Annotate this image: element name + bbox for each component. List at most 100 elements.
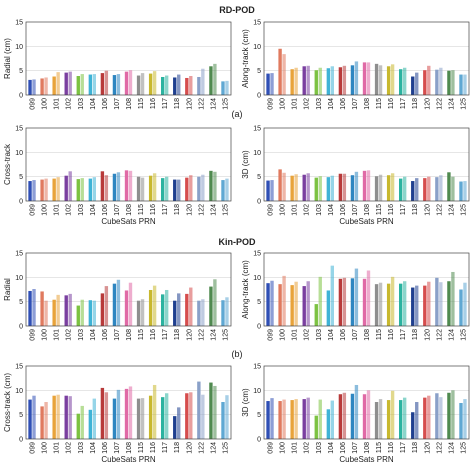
bar-117-s1 — [402, 281, 407, 326]
bar-099-s1 — [32, 79, 36, 95]
x-tick-label: 122 — [198, 442, 205, 454]
bar-125-s0 — [459, 74, 463, 95]
bar-101-s1 — [294, 174, 298, 201]
bar-120-s1 — [189, 287, 193, 326]
bar-115-s1 — [140, 177, 145, 201]
bar-104-s0 — [326, 177, 331, 201]
bar-115-s0 — [136, 398, 141, 439]
x-tick-label: 101 — [54, 204, 61, 216]
x-tick-label: 104 — [328, 204, 335, 216]
bar-124-s1 — [451, 176, 455, 201]
bar-108-s0 — [124, 290, 129, 326]
bar-104-s1 — [330, 400, 334, 439]
bar-115-s0 — [374, 284, 379, 326]
bar-122-s0 — [435, 277, 439, 326]
y-tick-label: 15 — [253, 364, 261, 371]
bar-103-s0 — [76, 413, 80, 439]
x-tick-label: 124 — [210, 98, 217, 110]
bar-101-s0 — [290, 400, 294, 439]
x-tick-label: 120 — [424, 442, 431, 454]
y-tick-label: 0 — [257, 437, 261, 444]
bar-120-s0 — [423, 178, 427, 201]
bar-102-s0 — [64, 72, 68, 95]
x-tick-label: 108 — [364, 442, 371, 454]
bar-124-s1 — [451, 390, 455, 439]
bar-116-s1 — [390, 173, 395, 201]
bar-104-s0 — [88, 300, 93, 326]
x-tick-label: 116 — [150, 442, 157, 453]
bar-124-s0 — [447, 281, 451, 326]
bar-102-s0 — [302, 66, 306, 95]
y-tick-label: 0 — [19, 199, 23, 206]
x-tick-label: 118 — [174, 204, 181, 215]
bar-104-s0 — [326, 409, 331, 439]
x-tick-label: 099 — [30, 204, 37, 216]
bar-103-s1 — [80, 74, 84, 95]
x-tick-label: 125 — [460, 329, 467, 341]
bar-117-s0 — [161, 76, 165, 95]
plot-area — [26, 253, 231, 326]
bar-117-s0 — [161, 178, 165, 201]
section-title-rd-pod: RD-POD — [219, 5, 255, 15]
x-tick-label: 117 — [162, 442, 169, 453]
x-tick-label: 116 — [150, 98, 157, 109]
bar-108-s1 — [366, 62, 371, 95]
section-title-kin-pod: Kin-POD — [219, 237, 256, 247]
x-tick-label: 122 — [436, 98, 443, 110]
x-tick-label: 106 — [340, 329, 347, 341]
y-tick-label: 0 — [19, 324, 23, 331]
bar-106-s1 — [104, 175, 109, 201]
bar-102-s1 — [306, 281, 310, 326]
x-tick-label: 103 — [78, 329, 85, 341]
x-tick-label: 118 — [174, 98, 181, 109]
x-tick-label: 102 — [66, 204, 73, 216]
bar-116-s1 — [390, 64, 395, 95]
bar-103-s0 — [314, 415, 318, 439]
bar-115-s1 — [378, 65, 383, 95]
x-axis-label: CubeSats PRN — [101, 217, 155, 226]
bar-117-s0 — [399, 178, 403, 201]
bar-106-s1 — [342, 392, 347, 439]
bar-122-s1 — [201, 174, 205, 201]
bar-115-s0 — [374, 63, 379, 95]
bar-118-s0 — [411, 76, 415, 95]
y-tick-label: 5 — [257, 412, 261, 419]
bar-099-s1 — [32, 395, 36, 439]
x-tick-label: 103 — [316, 204, 323, 216]
x-tick-label: 103 — [78, 98, 85, 110]
bar-106-s0 — [100, 387, 105, 439]
bar-108-s0 — [124, 71, 129, 95]
plot-area — [264, 22, 469, 95]
x-tick-label: 116 — [388, 442, 395, 453]
bar-106-s0 — [100, 73, 105, 95]
y-tick-label: 10 — [253, 150, 261, 157]
bar-107-s0 — [350, 278, 355, 326]
x-tick-label: 124 — [448, 442, 455, 454]
y-axis-label: Radial (cm) — [3, 38, 12, 79]
bar-117-s0 — [161, 397, 165, 439]
x-tick-label: 120 — [186, 442, 193, 454]
bar-107-s0 — [112, 75, 117, 95]
bar-100-s0 — [278, 169, 282, 201]
bar-124-s1 — [213, 279, 217, 326]
chart-panel-0: 0 5 10 15 099 100 101 102 103 104 106 107 108 115 116 1… — [3, 20, 232, 110]
bar-101-s0 — [52, 299, 56, 326]
bar-118-s1 — [177, 407, 181, 439]
bar-102-s0 — [302, 399, 306, 439]
bar-122-s0 — [197, 300, 201, 326]
bar-103-s1 — [318, 276, 322, 326]
bar-125-s1 — [463, 282, 467, 326]
y-tick-label: 10 — [15, 150, 23, 157]
x-tick-label: 115 — [138, 204, 145, 215]
x-tick-label: 118 — [412, 329, 419, 340]
bar-117-s1 — [402, 67, 407, 95]
x-tick-label: 125 — [222, 329, 229, 341]
y-tick-label: 5 — [19, 174, 23, 181]
x-tick-label: 118 — [412, 98, 419, 109]
x-tick-label: 116 — [388, 329, 395, 340]
x-tick-label: 106 — [102, 329, 109, 341]
bar-116-s1 — [152, 285, 157, 326]
y-tick-label: 0 — [257, 93, 261, 100]
bar-115-s1 — [140, 299, 145, 326]
bar-101-s1 — [56, 394, 60, 439]
